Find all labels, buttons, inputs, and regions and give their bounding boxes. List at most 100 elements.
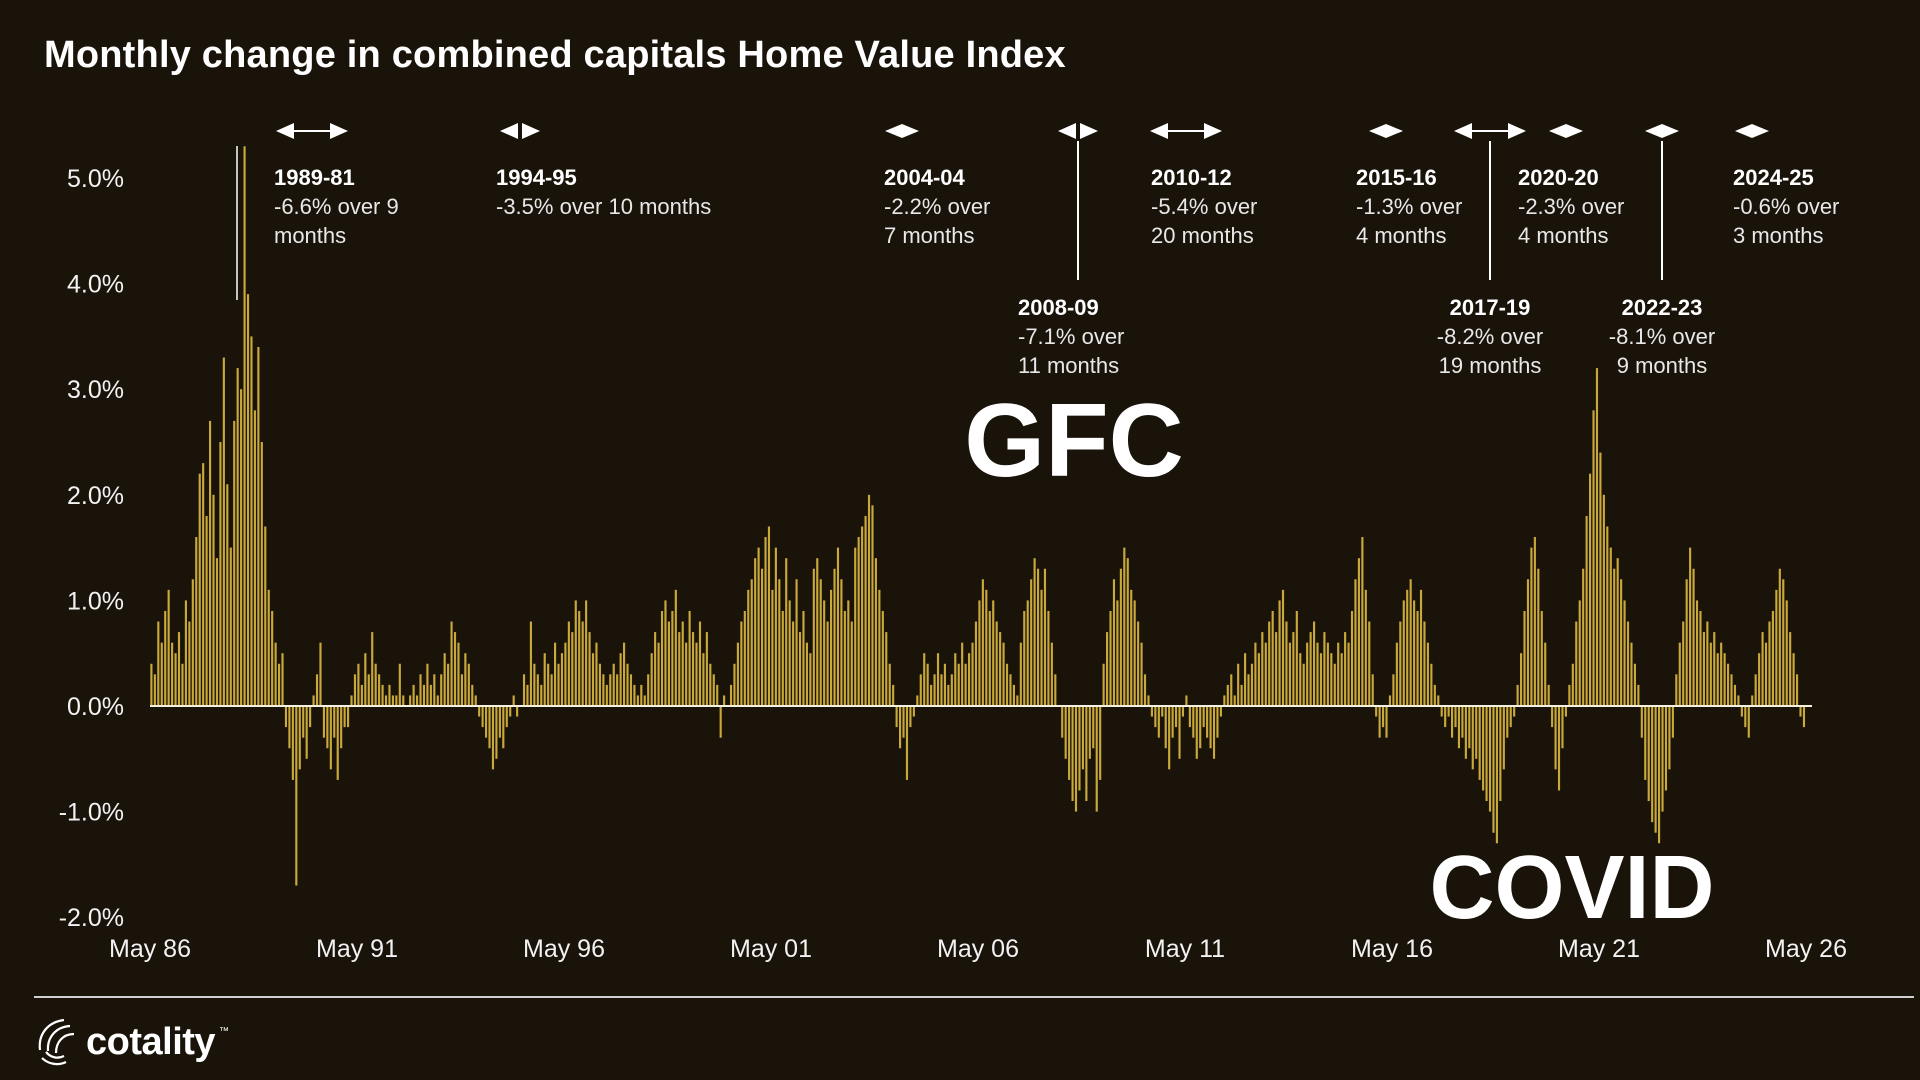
bar xyxy=(440,674,443,706)
annotation-1994-95: 1994-95 -3.5% over 10 months xyxy=(496,123,711,219)
brand-trademark: ™ xyxy=(219,1026,230,1037)
bar xyxy=(274,642,277,706)
bar xyxy=(567,621,570,706)
arrow-right xyxy=(1080,123,1098,139)
bar xyxy=(550,674,553,706)
bar xyxy=(171,642,174,706)
bar xyxy=(374,663,377,706)
annotation-duration: 9 months xyxy=(1617,353,1708,378)
bar xyxy=(353,674,357,706)
bar xyxy=(678,632,681,706)
bar xyxy=(602,674,605,706)
bar xyxy=(202,463,205,706)
bar xyxy=(1050,642,1053,706)
bar xyxy=(1699,610,1702,706)
bar xyxy=(1575,621,1578,706)
arrow-left xyxy=(1058,123,1076,139)
bar xyxy=(1278,600,1281,706)
bar xyxy=(1488,706,1492,812)
bar xyxy=(981,579,984,706)
bar xyxy=(892,684,895,706)
annotation-change: -6.6% over 9 xyxy=(274,194,399,219)
y-tick-label: 1.0% xyxy=(67,587,124,615)
bar xyxy=(1219,706,1222,717)
bar xyxy=(1495,706,1498,844)
diamond-shape xyxy=(1369,124,1403,138)
bar xyxy=(1689,547,1692,706)
bar xyxy=(1199,706,1202,749)
bar xyxy=(1161,706,1164,717)
bar xyxy=(578,610,581,706)
bar xyxy=(491,706,495,770)
bar xyxy=(267,589,270,706)
bar xyxy=(384,695,388,706)
annotation-2024-25: 2024-25 -0.6% over 3 months xyxy=(1733,124,1839,248)
annotation-change: -7.1% over xyxy=(1018,324,1124,349)
bar xyxy=(833,568,836,706)
bar xyxy=(433,674,436,706)
bar xyxy=(1106,632,1109,706)
annotation-duration: 11 months xyxy=(1018,353,1119,378)
bar xyxy=(1250,663,1254,706)
bar xyxy=(326,706,329,749)
bar xyxy=(1281,589,1285,706)
bar xyxy=(926,663,929,706)
bar xyxy=(1264,642,1267,706)
bar xyxy=(1064,706,1067,759)
bar xyxy=(1078,706,1081,791)
bar xyxy=(867,494,871,706)
bar xyxy=(633,684,636,706)
bar xyxy=(554,642,557,706)
bar xyxy=(1099,706,1102,780)
bar xyxy=(543,653,546,706)
x-tick-label: May 21 xyxy=(1558,935,1640,963)
bar xyxy=(509,706,512,717)
bar xyxy=(968,653,971,706)
bar xyxy=(1513,706,1516,717)
bar xyxy=(1789,632,1792,706)
bar xyxy=(899,706,902,749)
double-arrow-icon xyxy=(276,123,348,139)
bar xyxy=(1271,610,1274,706)
bar xyxy=(522,674,526,706)
bar xyxy=(471,684,474,706)
bar xyxy=(229,547,232,706)
bar xyxy=(1785,600,1788,706)
bar xyxy=(1716,653,1719,706)
bar xyxy=(1457,706,1461,749)
annotation-period: 2020-20 xyxy=(1518,165,1599,190)
bar xyxy=(1444,706,1447,728)
bar xyxy=(1544,642,1547,706)
bar xyxy=(974,621,978,706)
bar xyxy=(1033,558,1036,706)
bar xyxy=(1054,674,1057,706)
bar xyxy=(743,610,746,706)
x-tick-label: May 91 xyxy=(316,935,398,963)
bar xyxy=(1319,653,1323,706)
bar xyxy=(246,294,250,706)
bar xyxy=(1464,706,1467,759)
annotation-duration: 4 months xyxy=(1518,223,1609,248)
annotation-period: 1994-95 xyxy=(496,165,577,190)
bar xyxy=(388,684,391,706)
arrow-left xyxy=(1454,123,1472,139)
bar xyxy=(416,695,419,706)
diamond-marker-icon xyxy=(1549,124,1583,138)
bar xyxy=(1150,706,1153,717)
bar xyxy=(191,579,194,706)
bar xyxy=(771,589,774,706)
bar xyxy=(1316,642,1319,706)
bar xyxy=(284,706,288,728)
bar xyxy=(1592,410,1595,706)
bar xyxy=(954,653,957,706)
bar xyxy=(1706,621,1709,706)
bar xyxy=(184,600,187,706)
diamond-shape xyxy=(1735,124,1769,138)
bar xyxy=(253,410,256,706)
overlay-labels: GFC COVID xyxy=(964,383,1714,938)
bar xyxy=(1651,706,1654,823)
arrow-left xyxy=(276,123,294,139)
bar xyxy=(985,589,988,706)
bar xyxy=(1585,515,1588,706)
annotation-period: 2004-04 xyxy=(884,165,966,190)
